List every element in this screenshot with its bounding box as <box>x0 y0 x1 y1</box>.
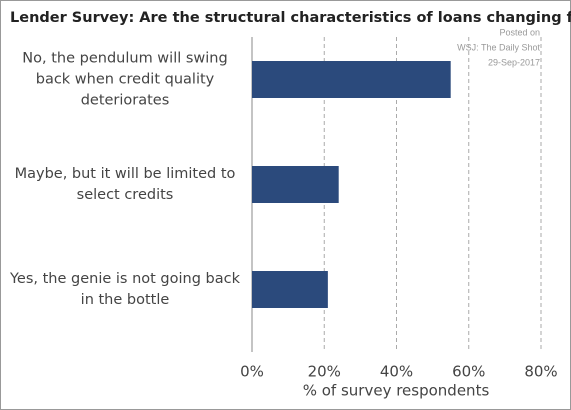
y-tick-label: No, the pendulum will swing <box>22 51 227 67</box>
x-tick-label: 0% <box>240 363 264 381</box>
x-tick-label: 20% <box>308 363 341 381</box>
chart-title: Lender Survey: Are the structural charac… <box>10 10 571 26</box>
y-tick-label: Maybe, but it will be limited to <box>15 166 236 182</box>
y-tick-label: select credits <box>77 187 174 203</box>
source-note: 29-Sep-2017 <box>488 57 540 67</box>
bar <box>252 61 451 98</box>
bar <box>252 166 339 203</box>
source-note: Posted on <box>499 27 540 37</box>
bar <box>252 271 328 308</box>
x-axis-label: % of survey respondents <box>303 382 490 400</box>
x-tick-label: 40% <box>380 363 413 381</box>
y-tick-label: deteriorates <box>81 93 170 109</box>
y-tick-label: Yes, the genie is not going back <box>9 271 241 287</box>
source-note: WSJ: The Daily Shot <box>457 42 540 52</box>
x-tick-label: 80% <box>524 363 557 381</box>
x-tick-label: 60% <box>452 363 485 381</box>
y-tick-label: in the bottle <box>81 292 170 308</box>
y-tick-label: back when credit quality <box>36 72 215 88</box>
